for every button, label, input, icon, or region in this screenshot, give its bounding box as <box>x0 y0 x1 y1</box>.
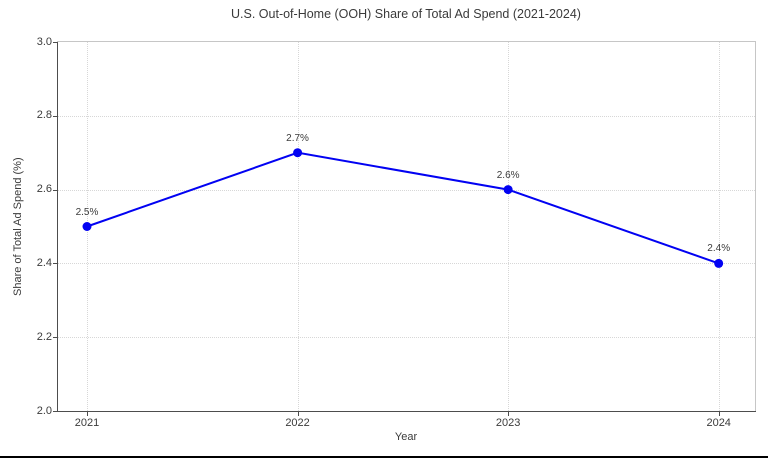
v-gridline <box>508 42 510 411</box>
top-spine <box>57 41 756 42</box>
y-tick-mark <box>53 42 57 43</box>
data-point-label: 2.7% <box>286 132 309 144</box>
x-tick-label: 2022 <box>285 417 310 429</box>
h-gridline <box>58 263 755 265</box>
y-tick-mark <box>53 115 57 117</box>
y-tick-label: 3.0 <box>36 35 52 48</box>
data-point-marker <box>503 185 513 195</box>
x-tick-mark <box>508 412 510 416</box>
series-line <box>86 151 720 265</box>
line-series <box>82 148 724 268</box>
left-spine <box>57 42 58 412</box>
y-tick-label: 2.2 <box>36 330 52 343</box>
y-tick-mark <box>53 189 57 191</box>
y-axis-title: Share of Total Ad Spend (%) <box>12 157 24 296</box>
x-tick-mark <box>87 412 88 416</box>
data-point-marker <box>293 148 303 158</box>
h-gridline <box>58 115 755 117</box>
x-tick-label: 2024 <box>706 417 731 429</box>
bottom-spine <box>57 411 756 412</box>
bottom-divider <box>0 456 768 458</box>
data-point-label: 2.4% <box>707 243 731 255</box>
h-gridline <box>58 337 755 339</box>
data-point-label: 2.5% <box>75 206 99 218</box>
x-tick-mark <box>297 412 299 416</box>
chart-title: U.S. Out-of-Home (OOH) Share of Total Ad… <box>231 7 581 21</box>
x-axis-title: Year <box>394 431 418 443</box>
y-tick-label: 2.0 <box>36 404 52 417</box>
y-tick-mark <box>53 337 57 339</box>
data-point-label: 2.6% <box>496 169 520 181</box>
data-point-marker <box>82 222 92 231</box>
y-tick-label: 2.6 <box>36 183 52 196</box>
v-gridline <box>718 42 720 411</box>
y-tick-label: 2.4 <box>36 256 52 269</box>
y-tick-mark <box>53 263 57 265</box>
x-tick-mark <box>718 412 720 416</box>
x-tick-label: 2021 <box>74 417 100 429</box>
x-tick-label: 2023 <box>495 417 521 429</box>
y-tick-label: 2.8 <box>36 109 52 122</box>
data-point-marker <box>714 258 724 268</box>
v-gridline <box>297 42 299 411</box>
h-gridline <box>58 189 755 191</box>
right-spine <box>755 41 756 412</box>
y-tick-mark <box>53 411 57 412</box>
